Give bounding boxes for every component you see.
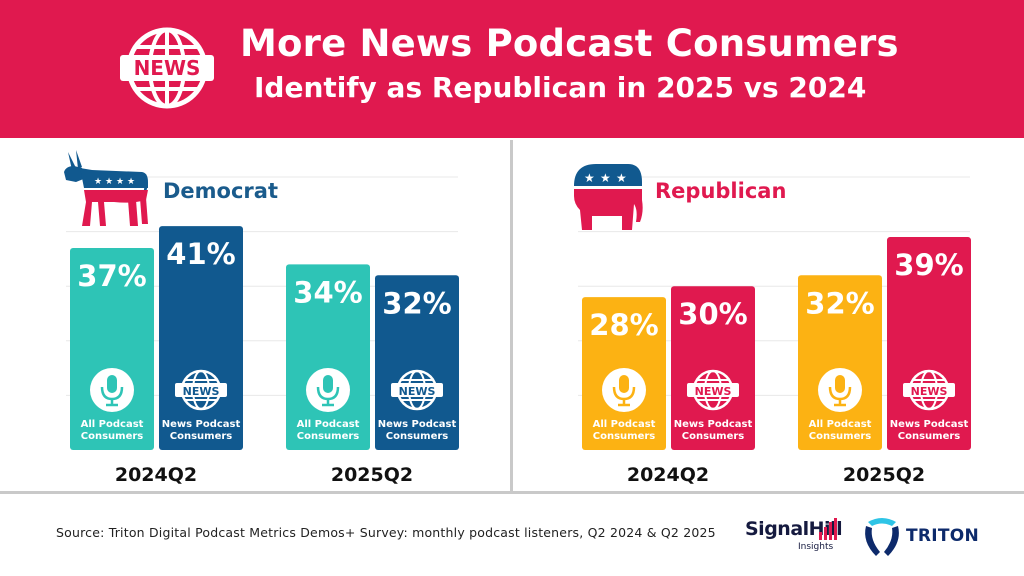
bar-value-label: 41% [166,237,235,271]
bar-value-label: 32% [805,286,874,320]
bar-series-label: News Podcast [674,419,753,430]
page-title-line2: Identify as Republican in 2025 vs 2024 [254,71,867,104]
svg-text:★: ★ [127,177,135,187]
microphone-icon [306,368,350,412]
bar-value-label: 30% [678,297,747,331]
republican-elephant-icon: ★ ★ ★ [574,164,643,230]
news-globe-icon: NEWS [687,369,739,411]
svg-text:★: ★ [616,171,627,185]
news-icon-text: NEWS [399,385,436,398]
signalhill-logo-subtext: Insights [798,542,834,552]
bar-series-label: All Podcast [809,419,872,430]
bar-2025Q2-news [375,275,459,450]
bar-series-label: All Podcast [81,419,144,430]
news-globe-icon: NEWS [903,369,955,411]
bar-series-label: Consumers [682,431,745,442]
bar-series-label: Consumers [809,431,872,442]
triton-mark-icon [865,518,899,556]
democrat-donkey-icon: ★ ★ ★ ★ [64,150,148,226]
page-title-line1: More News Podcast Consumers [240,22,899,65]
news-badge-text: NEWS [134,56,201,80]
svg-text:★: ★ [584,171,595,185]
source-note: Source: Triton Digital Podcast Metrics D… [56,525,716,540]
bar-series-label: Consumers [81,431,144,442]
triton-logo-text: TRITON [906,526,980,546]
signal-bars-icon [819,518,837,540]
header-banner: NEWS More News Podcast Consumers Identif… [0,0,1024,138]
bar-value-label: 28% [589,308,658,342]
svg-text:★: ★ [600,171,611,185]
svg-text:★: ★ [105,177,113,187]
bar-2024Q2-all [70,247,154,450]
x-tick-label: 2025Q2 [331,464,413,486]
bar-2024Q2-news [671,286,755,450]
triton-logo: TRITON [862,514,979,558]
footer-rule [0,491,1024,494]
bar-series-label: News Podcast [378,419,457,430]
bar-value-label: 32% [382,286,451,320]
bar-series-label: All Podcast [297,419,360,430]
bar-series-label: Consumers [170,431,233,442]
bar-2025Q2-all [798,275,882,450]
news-globe-icon: NEWS [175,369,227,411]
news-icon-text: NEWS [183,385,220,398]
bar-value-label: 34% [293,275,362,309]
republican-title: Republican [655,179,787,203]
bar-series-label: Consumers [386,431,449,442]
news-icon-text: NEWS [911,385,948,398]
signalhill-logo-text: SignalHill [745,518,843,540]
bar-series-label: Consumers [593,431,656,442]
x-tick-label: 2025Q2 [843,464,925,486]
bar-2025Q2-all [286,264,370,450]
microphone-icon [818,368,862,412]
x-tick-label: 2024Q2 [627,464,709,486]
bar-series-label: Consumers [898,431,961,442]
signalhill-logo: SignalHill Insights [745,514,843,558]
news-icon-text: NEWS [695,385,732,398]
microphone-icon [90,368,134,412]
x-tick-label: 2024Q2 [115,464,197,486]
bar-value-label: 39% [894,248,963,282]
svg-text:★: ★ [116,177,124,187]
bar-series-label: Consumers [297,431,360,442]
bar-series-label: News Podcast [162,419,241,430]
svg-text:★: ★ [94,177,102,187]
bar-value-label: 37% [77,259,146,293]
bar-series-label: News Podcast [890,419,969,430]
panel-divider [510,140,513,492]
bar-series-label: All Podcast [593,419,656,430]
microphone-icon [602,368,646,412]
news-globe-icon: NEWS [120,27,214,109]
news-globe-icon: NEWS [391,369,443,411]
democrat-title: Democrat [163,179,278,203]
